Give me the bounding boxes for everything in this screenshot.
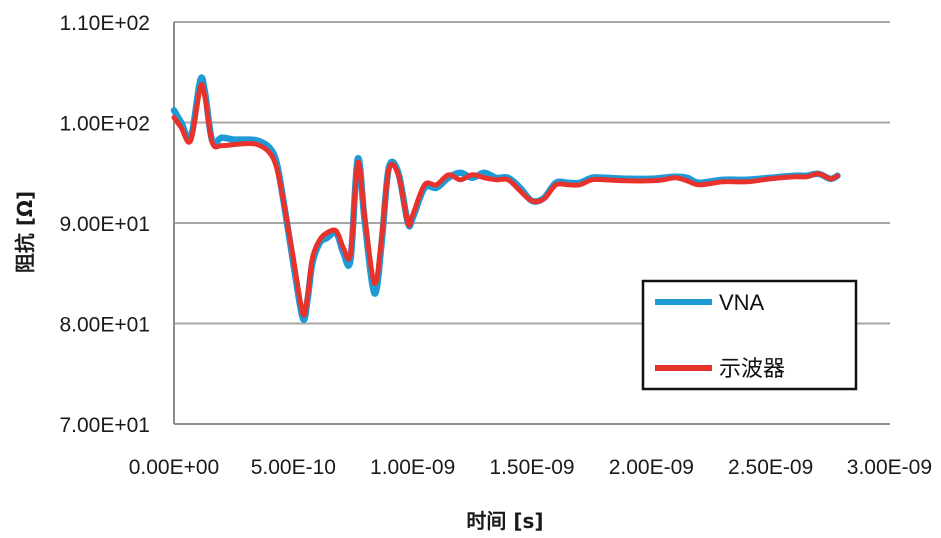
- y-tick-label: 8.00E+01: [59, 314, 150, 337]
- y-tick-label: 7.00E+01: [59, 414, 150, 437]
- y-tick-label: 1.00E+02: [59, 113, 150, 136]
- x-axis-title: 时间 [s]: [466, 509, 543, 533]
- y-tick-label: 9.00E+01: [59, 213, 150, 236]
- x-tick-label: 0.00E+00: [129, 456, 220, 479]
- x-tick-labels: 0.00E+00 5.00E-10 1.00E-09 1.50E-09 2.00E-09…: [129, 456, 932, 479]
- x-tick-label: 2.50E-09: [728, 456, 813, 479]
- x-tick-label: 3.00E-09: [847, 456, 932, 479]
- x-tick-label: 5.00E-10: [251, 456, 336, 479]
- series-lines: [170, 74, 841, 323]
- x-tick-label: 1.50E-09: [489, 456, 574, 479]
- x-tick-label: 2.00E-09: [609, 456, 694, 479]
- legend: VNA 示波器: [641, 279, 858, 391]
- legend-label-oscilloscope: 示波器: [719, 356, 785, 381]
- y-tick-label: 1.10E+02: [59, 12, 150, 35]
- y-axis-title: 阻抗 [Ω]: [13, 191, 37, 273]
- y-tick-labels: 1.10E+02 1.00E+02 9.00E+01 8.00E+01 7.00E+01: [59, 12, 150, 437]
- series-line-oscilloscope: [171, 82, 840, 318]
- legend-label-vna: VNA: [719, 290, 765, 315]
- x-tick-label: 1.00E-09: [370, 456, 455, 479]
